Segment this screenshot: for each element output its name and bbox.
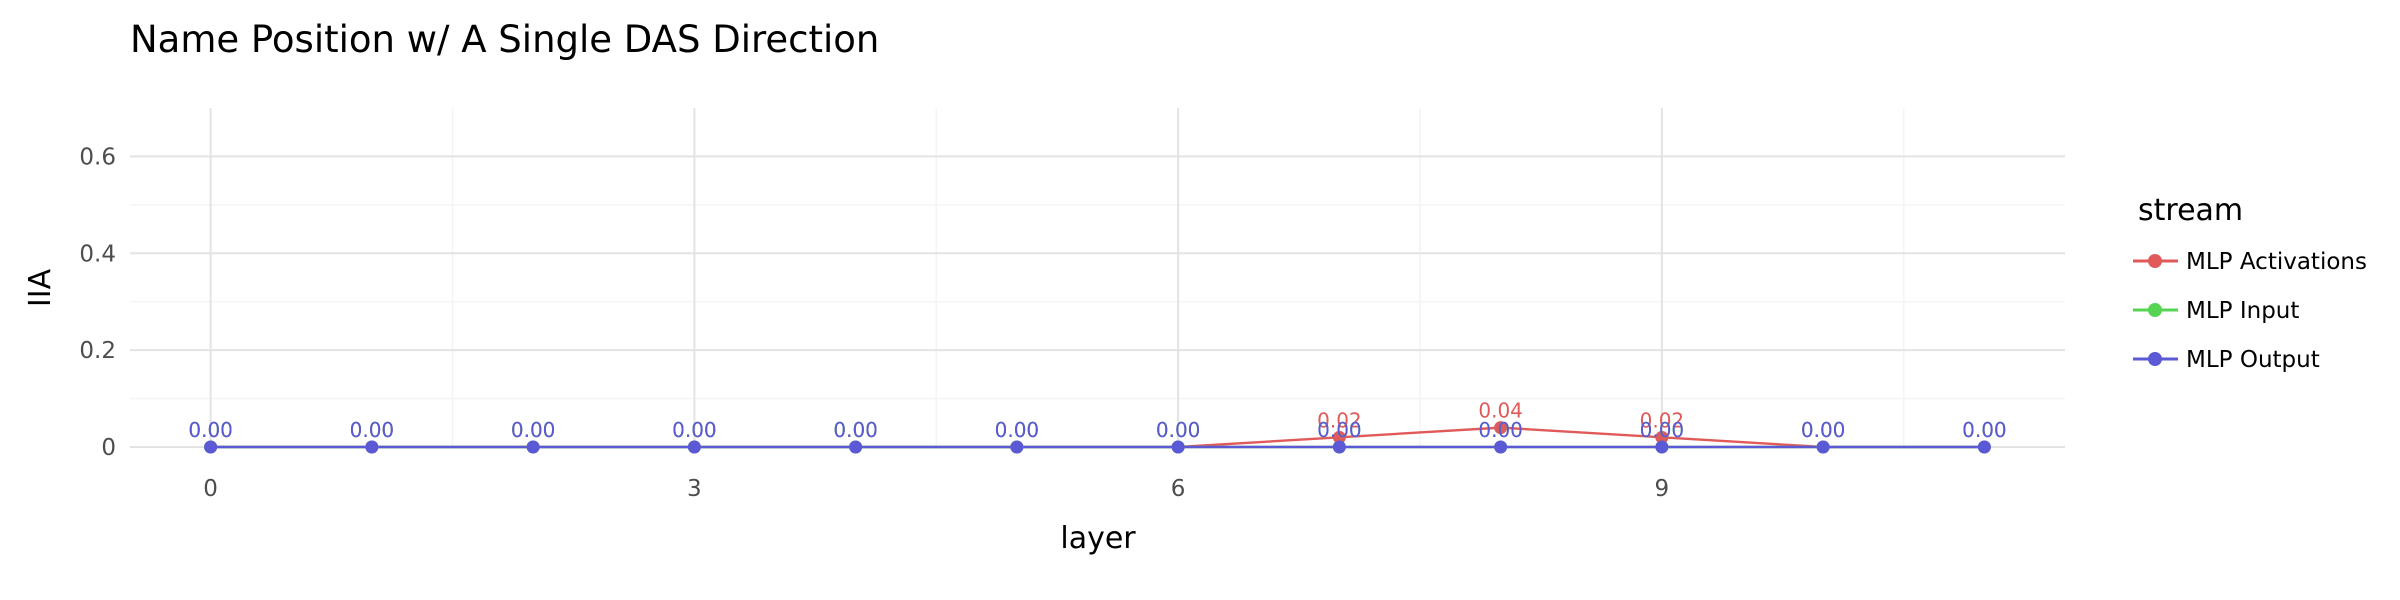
data-label: 0.00 <box>1801 418 1846 442</box>
data-point <box>526 440 540 454</box>
x-tick-label: 6 <box>1171 476 1186 502</box>
data-label: 0.00 <box>995 418 1040 442</box>
data-point <box>365 440 379 454</box>
data-label: 0.00 <box>672 418 717 442</box>
data-point <box>1977 440 1991 454</box>
data-label: 0.00 <box>833 418 878 442</box>
axes: 0 3 6 9 0 0.2 0.4 0.6 <box>79 144 1669 502</box>
x-axis-title: layer <box>1060 521 1136 556</box>
grid <box>130 108 2065 448</box>
legend-key-point <box>2148 254 2162 268</box>
legend-label: MLP Input <box>2186 298 2299 324</box>
legend-key-point <box>2148 303 2162 317</box>
data-point <box>1010 440 1024 454</box>
data-label: 0.00 <box>188 418 233 442</box>
y-tick-label: 0.6 <box>79 144 116 170</box>
data-label: 0.00 <box>1478 418 1523 442</box>
data-label: 0.00 <box>995 418 1040 442</box>
data-label: 0.00 <box>511 418 556 442</box>
y-tick-label: 0.2 <box>79 338 116 364</box>
y-axis-title: IIA <box>23 268 58 307</box>
data-label: 0.00 <box>1962 418 2007 442</box>
data-point <box>687 440 701 454</box>
chart-title: Name Position w/ A Single DAS Direction <box>130 18 879 61</box>
data-label: 0.00 <box>350 418 395 442</box>
data-point <box>1655 440 1669 454</box>
y-tick-label: 0 <box>101 435 116 461</box>
data-label: 0.00 <box>1801 418 1846 442</box>
legend: stream MLP Activations MLP Input MLP Outpu… <box>2133 193 2367 373</box>
data-label: 0.00 <box>350 418 395 442</box>
data-point <box>1494 421 1508 435</box>
data-label: 0.00 <box>511 418 556 442</box>
legend-label: MLP Activations <box>2186 249 2367 275</box>
data-label: 0.00 <box>1156 418 1201 442</box>
data-label: 0.00 <box>1478 418 1523 442</box>
data-label: 0.00 <box>1156 418 1201 442</box>
data-label: 0.00 <box>188 418 233 442</box>
x-tick-label: 3 <box>687 476 702 502</box>
data-label: 0.00 <box>833 418 878 442</box>
data-point <box>1494 440 1508 454</box>
data-label: 0.00 <box>511 418 556 442</box>
data-point <box>1816 440 1830 454</box>
legend-key-point <box>2148 352 2162 366</box>
data-label: 0.00 <box>1962 418 2007 442</box>
series-group <box>204 421 1991 454</box>
data-label: 0.04 <box>1478 399 1523 423</box>
data-label: 0.00 <box>1156 418 1201 442</box>
data-label: 0.00 <box>995 418 1040 442</box>
data-label: 0.00 <box>1962 418 2007 442</box>
x-tick-label: 9 <box>1655 476 1670 502</box>
x-tick-label: 0 <box>203 476 218 502</box>
data-point <box>1655 430 1669 444</box>
data-labels: 0.00 0.00 0.00 0.00 0.00 0.00 0.00 0.02 0.04 0.02… <box>188 399 2006 442</box>
legend-title: stream <box>2138 193 2243 228</box>
series-line <box>210 426 1985 449</box>
data-label: 0.00 <box>1317 418 1362 442</box>
data-label: 0.00 <box>1317 418 1362 442</box>
data-label: 0.00 <box>672 418 717 442</box>
legend-label: MLP Output <box>2186 347 2320 373</box>
data-point <box>849 440 863 454</box>
data-label: 0.00 <box>1640 418 1685 442</box>
data-point <box>1332 440 1346 454</box>
data-label: 0.00 <box>1801 418 1846 442</box>
data-label: 0.00 <box>1640 418 1685 442</box>
y-tick-label: 0.4 <box>79 241 116 267</box>
data-label: 0.02 <box>1640 408 1685 432</box>
data-label: 0.02 <box>1317 408 1362 432</box>
data-label: 0.00 <box>350 418 395 442</box>
data-label: 0.00 <box>833 418 878 442</box>
data-point <box>204 440 218 454</box>
data-label: 0.00 <box>188 418 233 442</box>
data-label: 0.00 <box>672 418 717 442</box>
data-point <box>1332 430 1346 444</box>
data-point <box>1171 440 1185 454</box>
